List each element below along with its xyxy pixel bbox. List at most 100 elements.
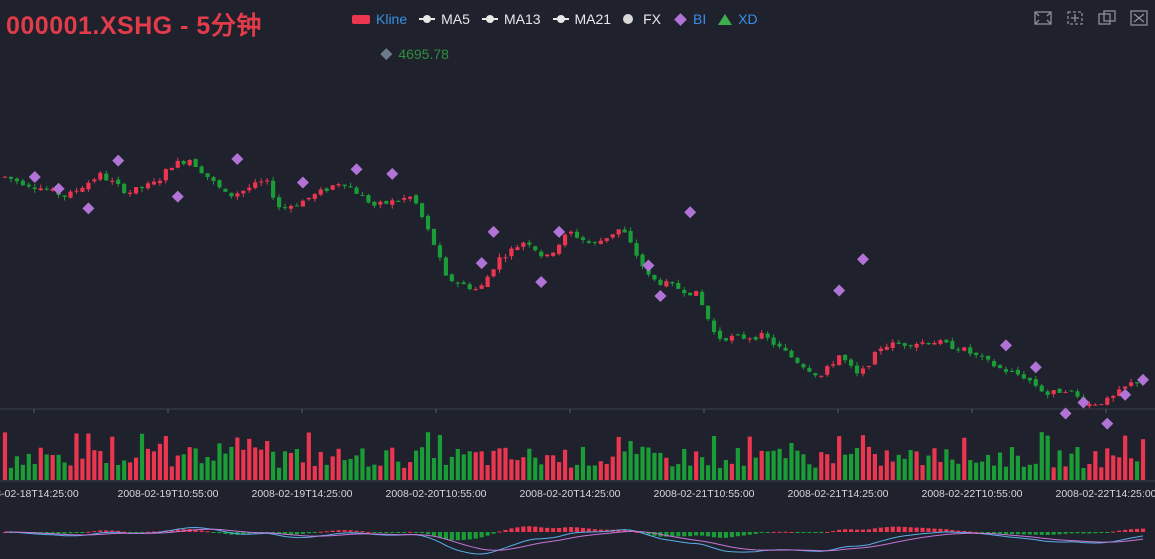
candle-body (1063, 391, 1068, 393)
macd-histogram-bar (366, 531, 371, 533)
bi-marker (1137, 373, 1150, 386)
candle-body (1039, 385, 1044, 392)
volume-bar (44, 454, 49, 480)
volume-bar (217, 443, 222, 480)
volume-bar (920, 465, 925, 480)
candle-body (467, 284, 472, 290)
macd-histogram-bar (193, 529, 198, 532)
macd-histogram-bar (139, 532, 145, 533)
macd-histogram-bar (455, 532, 460, 541)
macd-histogram-bar (1134, 528, 1140, 532)
candle-body (509, 248, 514, 257)
bi-marker (386, 167, 399, 180)
save-image-icon[interactable] (1129, 9, 1149, 27)
candle-body (229, 192, 234, 197)
bi-marker (684, 206, 697, 219)
candle-body (157, 180, 162, 184)
bi-marker (1119, 388, 1132, 401)
volume-bar (235, 437, 240, 480)
candle-body (1015, 369, 1020, 375)
candle-body (324, 188, 329, 191)
legend-swatch-ma13 (481, 15, 498, 23)
legend-item-fx[interactable]: FX (623, 11, 661, 27)
candle-body (354, 187, 359, 194)
macd-histogram-bar (688, 532, 693, 537)
macd-histogram-bar (1033, 532, 1038, 535)
legend-item-bi[interactable]: BI (673, 11, 706, 27)
volume-bar (26, 453, 31, 480)
volume-bar (741, 465, 746, 480)
restore-icon[interactable] (1097, 9, 1117, 27)
macd-histogram-bar (759, 532, 764, 533)
candle-body (1099, 404, 1104, 406)
macd-histogram-bar (920, 527, 925, 532)
zoom-reset-icon[interactable] (1065, 9, 1085, 27)
volume-bar (241, 449, 246, 480)
bi-marker (833, 284, 846, 297)
legend-item-ma21[interactable]: MA21 (552, 11, 611, 27)
legend-item-ma13[interactable]: MA13 (481, 11, 541, 27)
candle-body (723, 338, 729, 341)
macd-histogram-bar (330, 530, 335, 532)
macd-histogram-bar (932, 528, 937, 532)
volume-bar (1123, 435, 1128, 480)
candle-body (1021, 374, 1026, 379)
x-tick-label: 2008-02-19T14:25:00 (252, 488, 353, 500)
macd-histogram-bar (616, 529, 621, 532)
candle-body (378, 201, 383, 205)
volume-bar (193, 448, 198, 480)
volume-bar (950, 459, 955, 480)
candle-body (539, 251, 544, 257)
volume-bar (68, 465, 73, 480)
bi-marker (52, 182, 65, 195)
volume-bar (92, 450, 97, 480)
candle-body (342, 184, 347, 187)
candle-body (271, 180, 276, 198)
volume-bar (622, 451, 627, 480)
volume-bar (56, 454, 61, 480)
legend-item-kline[interactable]: Kline (352, 11, 407, 27)
macd-histogram-bar (133, 532, 139, 533)
candle-body (1105, 397, 1110, 405)
candle-body (622, 229, 627, 233)
legend-item-ma5[interactable]: MA5 (419, 11, 470, 27)
volume-bar (616, 436, 621, 480)
volume-bar (1033, 463, 1038, 480)
volume-bar (896, 454, 901, 480)
candle-body (628, 230, 633, 243)
zoom-select-icon[interactable] (1033, 9, 1053, 27)
volume-bar (688, 465, 693, 480)
macd-histogram-bar (652, 532, 657, 536)
bi-marker (1077, 396, 1090, 409)
candle-body (634, 243, 639, 256)
volume-bar (539, 464, 544, 480)
volume-bar (1057, 450, 1062, 480)
macd-histogram-bar (175, 529, 180, 532)
candle-body (1075, 391, 1080, 397)
candle-body (837, 355, 842, 366)
volume-bar (1063, 466, 1068, 480)
candle-body (294, 205, 300, 207)
macd-histogram-bar (723, 532, 729, 538)
x-tick-label: 2008-02-21T10:55:00 (654, 488, 755, 500)
volume-bar (1111, 455, 1116, 480)
macd-histogram-bar (461, 532, 466, 540)
macd-histogram-bar (789, 531, 794, 533)
candle-body (878, 348, 883, 352)
macd-histogram-bar (914, 527, 919, 532)
macd-histogram-bar (431, 532, 437, 536)
legend-item-xd[interactable]: XD (718, 11, 758, 27)
macd-histogram-bar (1123, 529, 1128, 532)
macd-histogram-bar (884, 527, 889, 532)
max-price-marker (380, 48, 393, 61)
candle-body (843, 354, 848, 361)
candle-body (610, 234, 615, 238)
volume-bar (116, 464, 121, 480)
candle-body (974, 352, 979, 355)
macd-histogram-bar (795, 532, 800, 533)
volume-bar (676, 464, 681, 480)
candle-body (265, 180, 270, 182)
volume-bar (1069, 453, 1074, 480)
macd-histogram-bar (848, 529, 854, 532)
